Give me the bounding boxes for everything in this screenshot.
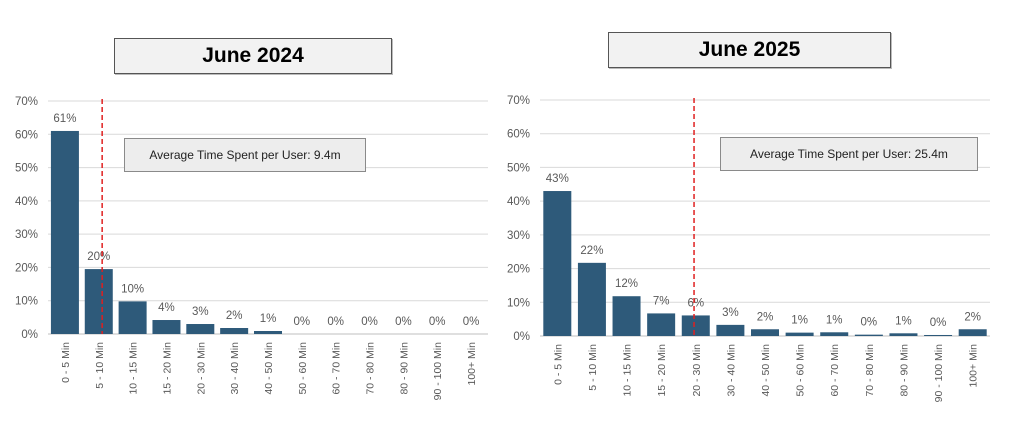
bar [751, 329, 779, 336]
data-label: 6% [687, 297, 704, 309]
x-tick-label: 90 - 100 Min [933, 344, 945, 403]
data-label: 20% [87, 251, 110, 263]
chart-panel-june-2025: June 2025 0% 10% 20% 30% 40% 50% 60% 70% 43% 22% 1… [500, 0, 1024, 439]
data-label: 0% [395, 316, 412, 328]
x-tick-label: 5 - 10 Min [587, 344, 599, 391]
bar [854, 334, 883, 336]
data-label: 0% [861, 317, 878, 329]
y-gridlines [540, 99, 990, 337]
x-tick-label: 0 - 5 Min [552, 344, 564, 385]
bar-chart-june-2024: 0% 10% 20% 30% 40% 50% 60% 70% 61% 20% 10% 4% 3% 2% 1%… [15, 96, 488, 401]
bar [612, 296, 641, 336]
x-tick-label: 0 - 5 Min [60, 342, 72, 383]
bar [220, 328, 249, 334]
bar [84, 269, 113, 334]
x-tick-label: 30 - 40 Min [229, 342, 241, 395]
x-tick-label: 5 - 10 Min [94, 342, 106, 389]
data-label: 22% [580, 245, 603, 257]
data-label: 0% [429, 316, 446, 328]
chart-title: June 2024 [114, 38, 392, 74]
data-label: 1% [260, 313, 277, 325]
x-tick-label: 60 - 70 Min [331, 342, 343, 395]
data-label: 10% [121, 283, 144, 295]
y-tick-label: 40% [507, 196, 530, 208]
data-label: 0% [930, 317, 947, 329]
x-tick-label: 30 - 40 Min [725, 344, 737, 397]
data-label: 1% [826, 314, 843, 326]
y-gridlines [48, 100, 488, 335]
data-label: 2% [226, 310, 243, 322]
data-label: 0% [294, 316, 311, 328]
data-label: 12% [615, 278, 638, 290]
average-time-annotation: Average Time Spent per User: 25.4m [720, 137, 978, 171]
bar [681, 315, 710, 336]
average-time-annotation: Average Time Spent per User: 9.4m [124, 138, 366, 172]
data-label: 43% [546, 173, 569, 185]
bar [716, 324, 745, 336]
x-tick-label: 40 - 50 Min [263, 342, 275, 395]
y-tick-label: 70% [15, 96, 38, 108]
y-tick-label: 50% [507, 162, 530, 174]
x-tick-label: 15 - 20 Min [656, 344, 668, 397]
bar [118, 301, 147, 334]
bar-chart-june-2025: 0% 10% 20% 30% 40% 50% 60% 70% 43% 22% 12% 7% 6% 3% 2%… [507, 95, 990, 403]
x-tick-label: 10 - 15 Min [622, 344, 634, 397]
x-tick-label: 50 - 60 Min [297, 342, 309, 395]
x-tick-label: 15 - 20 Min [161, 342, 173, 395]
chart-title: June 2025 [608, 32, 891, 68]
chart-panel-june-2024: June 2024 0% 10% 20% 30% 40% 50% 60% 70% 61% 20% 1… [15, 38, 488, 401]
y-tick-label: 30% [15, 229, 38, 241]
x-tick-label: 20 - 30 Min [691, 344, 703, 397]
y-tick-label: 20% [15, 262, 38, 274]
y-tick-label: 20% [507, 264, 530, 276]
bar [647, 313, 676, 336]
y-tick-label: 30% [507, 230, 530, 242]
y-tick-label: 60% [15, 129, 38, 141]
bar [958, 329, 987, 336]
data-label: 1% [895, 315, 912, 327]
x-tick-label: 100+ Min [968, 344, 980, 388]
data-label: 0% [463, 316, 480, 328]
x-tick-label: 70 - 80 Min [864, 344, 876, 397]
bar [577, 262, 606, 336]
data-label: 3% [722, 307, 739, 319]
data-label: 2% [964, 311, 981, 323]
y-tick-label: 40% [15, 196, 38, 208]
data-label: 61% [53, 113, 76, 125]
x-tick-label: 70 - 80 Min [365, 342, 377, 395]
bar [924, 334, 953, 336]
bar [543, 191, 572, 336]
y-tick-label: 0% [513, 331, 530, 343]
y-tick-label: 10% [15, 296, 38, 308]
x-tick-label: 10 - 15 Min [128, 342, 140, 395]
data-label: 7% [653, 295, 670, 307]
bar [889, 333, 918, 336]
data-label: 0% [327, 316, 344, 328]
y-tick-label: 60% [507, 129, 530, 141]
bar [186, 324, 215, 334]
data-label: 1% [791, 315, 808, 327]
y-tick-label: 10% [507, 297, 530, 309]
y-tick-label: 70% [507, 95, 530, 107]
data-label: 4% [158, 302, 175, 314]
bar [254, 331, 282, 334]
bar [785, 332, 814, 336]
x-tick-label: 80 - 90 Min [398, 342, 410, 395]
bar [50, 130, 79, 334]
y-tick-label: 0% [21, 329, 38, 341]
x-tick-label: 90 - 100 Min [432, 342, 444, 401]
x-tick-label: 80 - 90 Min [898, 344, 910, 397]
x-tick-label: 100+ Min [466, 342, 478, 386]
x-tick-label: 40 - 50 Min [760, 344, 772, 397]
x-tick-label: 20 - 30 Min [195, 342, 207, 395]
x-tick-label: 60 - 70 Min [829, 344, 841, 397]
bar [820, 332, 849, 336]
data-label: 3% [192, 306, 209, 318]
x-tick-label: 50 - 60 Min [795, 344, 807, 397]
data-label: 2% [757, 311, 774, 323]
bar [152, 320, 181, 334]
data-label: 0% [361, 316, 378, 328]
y-tick-label: 50% [15, 163, 38, 175]
